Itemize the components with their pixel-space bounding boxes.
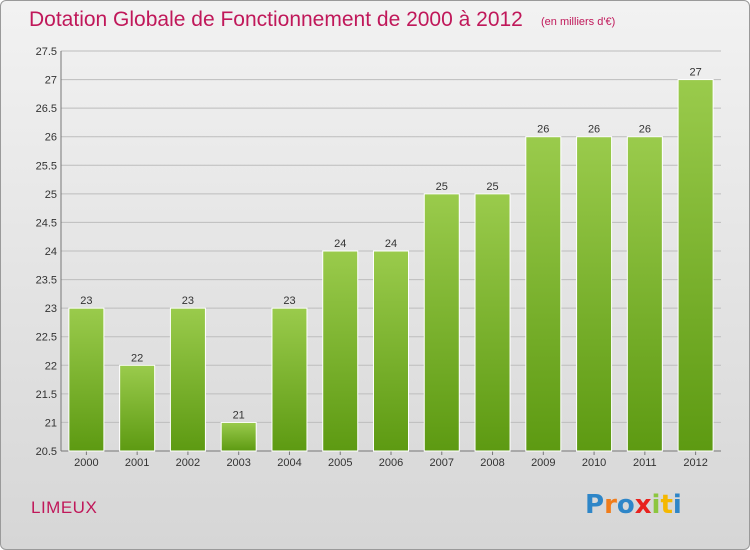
y-tick-label: 24.5 — [36, 217, 57, 229]
x-tick-label: 2009 — [531, 457, 555, 469]
data-label: 23 — [182, 295, 194, 307]
logo-letter: x — [634, 490, 652, 520]
bar — [474, 193, 511, 452]
bar — [525, 136, 562, 452]
logo-letter: o — [616, 490, 635, 520]
proxiti-logo: Proxiti — [585, 490, 682, 520]
x-tick-label: 2010 — [582, 457, 606, 469]
bar — [626, 136, 663, 452]
y-tick-label: 23 — [45, 303, 57, 315]
bar — [677, 79, 714, 452]
bar — [220, 421, 257, 452]
bar — [169, 307, 206, 452]
logo-letter: i — [651, 490, 661, 520]
logo-letter: t — [660, 490, 673, 520]
y-tick-label: 26 — [45, 132, 57, 144]
x-tick-label: 2012 — [683, 457, 707, 469]
chart-subtitle: (en milliers d'€) — [541, 16, 616, 28]
bar — [119, 364, 156, 452]
y-tick-label: 27.5 — [36, 46, 57, 58]
bar — [322, 250, 359, 452]
x-tick-label: 2005 — [328, 457, 352, 469]
data-label: 25 — [486, 181, 498, 193]
y-tick-label: 25 — [45, 189, 57, 201]
y-tick-label: 21.5 — [36, 389, 57, 401]
x-tick-label: 2003 — [226, 457, 250, 469]
bar — [576, 136, 613, 452]
x-tick-label: 2002 — [176, 457, 200, 469]
y-tick-label: 23.5 — [36, 275, 57, 287]
place-name: LIMEUX — [31, 498, 98, 517]
data-label: 24 — [385, 238, 397, 250]
y-tick-label: 27 — [45, 75, 57, 87]
data-label: 23 — [283, 295, 295, 307]
data-label: 26 — [639, 124, 651, 136]
bar — [271, 307, 308, 452]
logo-letter: i — [672, 490, 682, 520]
data-label: 26 — [537, 124, 549, 136]
y-tick-label: 26.5 — [36, 103, 57, 115]
x-tick-label: 2007 — [430, 457, 454, 469]
data-label: 25 — [436, 181, 448, 193]
data-label: 27 — [689, 67, 701, 79]
bar — [373, 250, 409, 452]
x-tick-label: 2011 — [633, 457, 657, 469]
y-tick-label: 22 — [45, 360, 57, 372]
data-label: 24 — [334, 238, 346, 250]
y-tick-label: 21 — [45, 417, 57, 429]
x-tick-label: 2006 — [379, 457, 403, 469]
x-tick-label: 2004 — [277, 457, 301, 469]
y-tick-label: 25.5 — [36, 160, 57, 172]
data-label: 22 — [131, 352, 143, 364]
bar — [423, 193, 460, 452]
x-tick-label: 2000 — [74, 457, 98, 469]
x-tick-label: 2001 — [125, 457, 149, 469]
data-label: 21 — [233, 409, 245, 421]
y-tick-label: 20.5 — [36, 446, 57, 458]
y-tick-label: 22.5 — [36, 332, 57, 344]
chart-title: Dotation Globale de Fonctionnement de 20… — [29, 8, 523, 31]
bar — [68, 307, 105, 452]
data-label: 23 — [80, 295, 92, 307]
x-tick-label: 2008 — [480, 457, 504, 469]
logo-letter: P — [585, 490, 605, 520]
data-label: 26 — [588, 124, 600, 136]
y-tick-label: 24 — [45, 246, 57, 258]
logo-letter: r — [604, 490, 617, 520]
